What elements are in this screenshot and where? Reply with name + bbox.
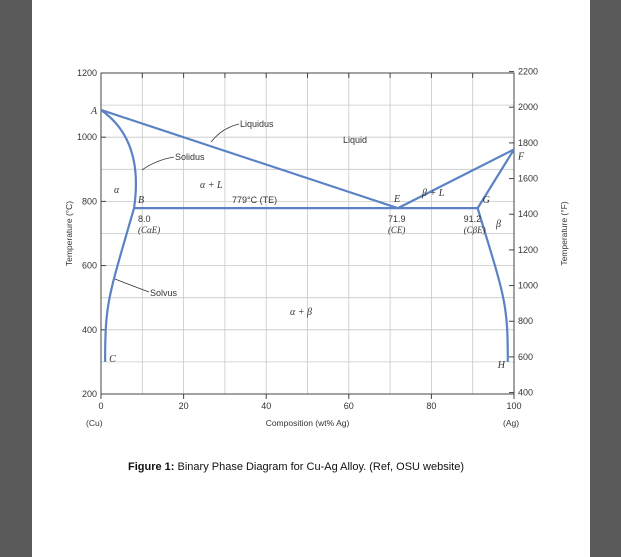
solidus-leader [141,156,175,171]
point-label-h: H [497,360,506,371]
composition-symbol: (CE) [388,225,406,235]
solvus-line [476,207,509,362]
alpha-region-label: α [114,185,120,196]
liquid-region-label: Liquid [343,135,367,145]
liquidus-leader [210,123,240,143]
x-tick-label: 0 [98,401,103,411]
point-label-g: G [483,195,490,206]
solidus-line [100,109,138,209]
y-tick-label-f: 1600 [518,174,538,184]
beta-plus-liquid-label: β + L [421,188,445,199]
solvus-label: Solvus [150,288,178,298]
y-tick-label-c: 1200 [77,68,97,78]
x-end-label-right: (Ag) [503,418,519,428]
x-tick-label: 80 [426,401,436,411]
y-tick-label-c: 800 [82,196,97,206]
x-axis-title: Composition (wt% Ag) [266,418,350,428]
composition-symbol: (CαE) [138,225,160,235]
y-tick-label-f: 2200 [518,67,538,77]
x-tick-label: 40 [261,401,271,411]
document-page: 0 20 40 60 80 100 200 400 600 800 1000 1200 400 600 80… [32,0,590,557]
figure-caption: Figure 1: Binary Phase Diagram for Cu-Ag… [128,461,464,473]
solvus-leader [114,278,150,293]
y-tick-label-f: 1800 [518,138,538,148]
x-tick-label: 100 [506,401,521,411]
liquidus-label: Liquidus [240,119,274,129]
y-tick-label-f: 1400 [518,209,538,219]
y-axis-title-left: Temperature (°C) [64,201,74,266]
y-tick-label-c: 200 [82,389,97,399]
point-label-a: A [90,106,98,117]
alpha-plus-liquid-label: α + L [200,180,223,191]
eutectic-temperature-label: 779°C (TE) [232,195,277,205]
x-tick-label: 20 [179,401,189,411]
y-axis-title-right: Temperature (°F) [559,201,569,266]
point-label-b: B [138,195,144,206]
composition-value: 91.2 [464,214,482,224]
phase-diagram: 0 20 40 60 80 100 200 400 600 800 1000 1200 400 600 80… [64,67,569,428]
point-label-f: F [517,151,525,162]
y-tick-label-f: 1000 [518,281,538,291]
y-tick-label-f: 400 [518,388,533,398]
y-tick-label-f: 800 [518,316,533,326]
y-tick-label-c: 1000 [77,132,97,142]
composition-value: 8.0 [138,214,151,224]
solidus-line [476,148,515,209]
y-tick-label-f: 600 [518,352,533,362]
solidus-label: Solidus [175,152,205,162]
figure-caption-text: Binary Phase Diagram for Cu-Ag Alloy. (R… [174,461,465,473]
y-tick-label-f: 2000 [518,102,538,112]
composition-value: 71.9 [388,214,406,224]
y-tick-label-f: 1200 [518,245,538,255]
point-label-c: C [109,354,116,365]
point-label-e: E [393,194,400,205]
y-tick-label-c: 600 [82,261,97,271]
x-end-label-left: (Cu) [86,418,103,428]
figure-caption-label: Figure 1: [128,461,175,473]
y-tick-label-c: 400 [82,325,97,335]
composition-symbol: (CβE) [464,225,486,235]
solvus-line [104,207,136,362]
beta-region-label: β [495,219,501,230]
x-tick-label: 60 [344,401,354,411]
alpha-plus-beta-label: α + β [290,307,312,318]
